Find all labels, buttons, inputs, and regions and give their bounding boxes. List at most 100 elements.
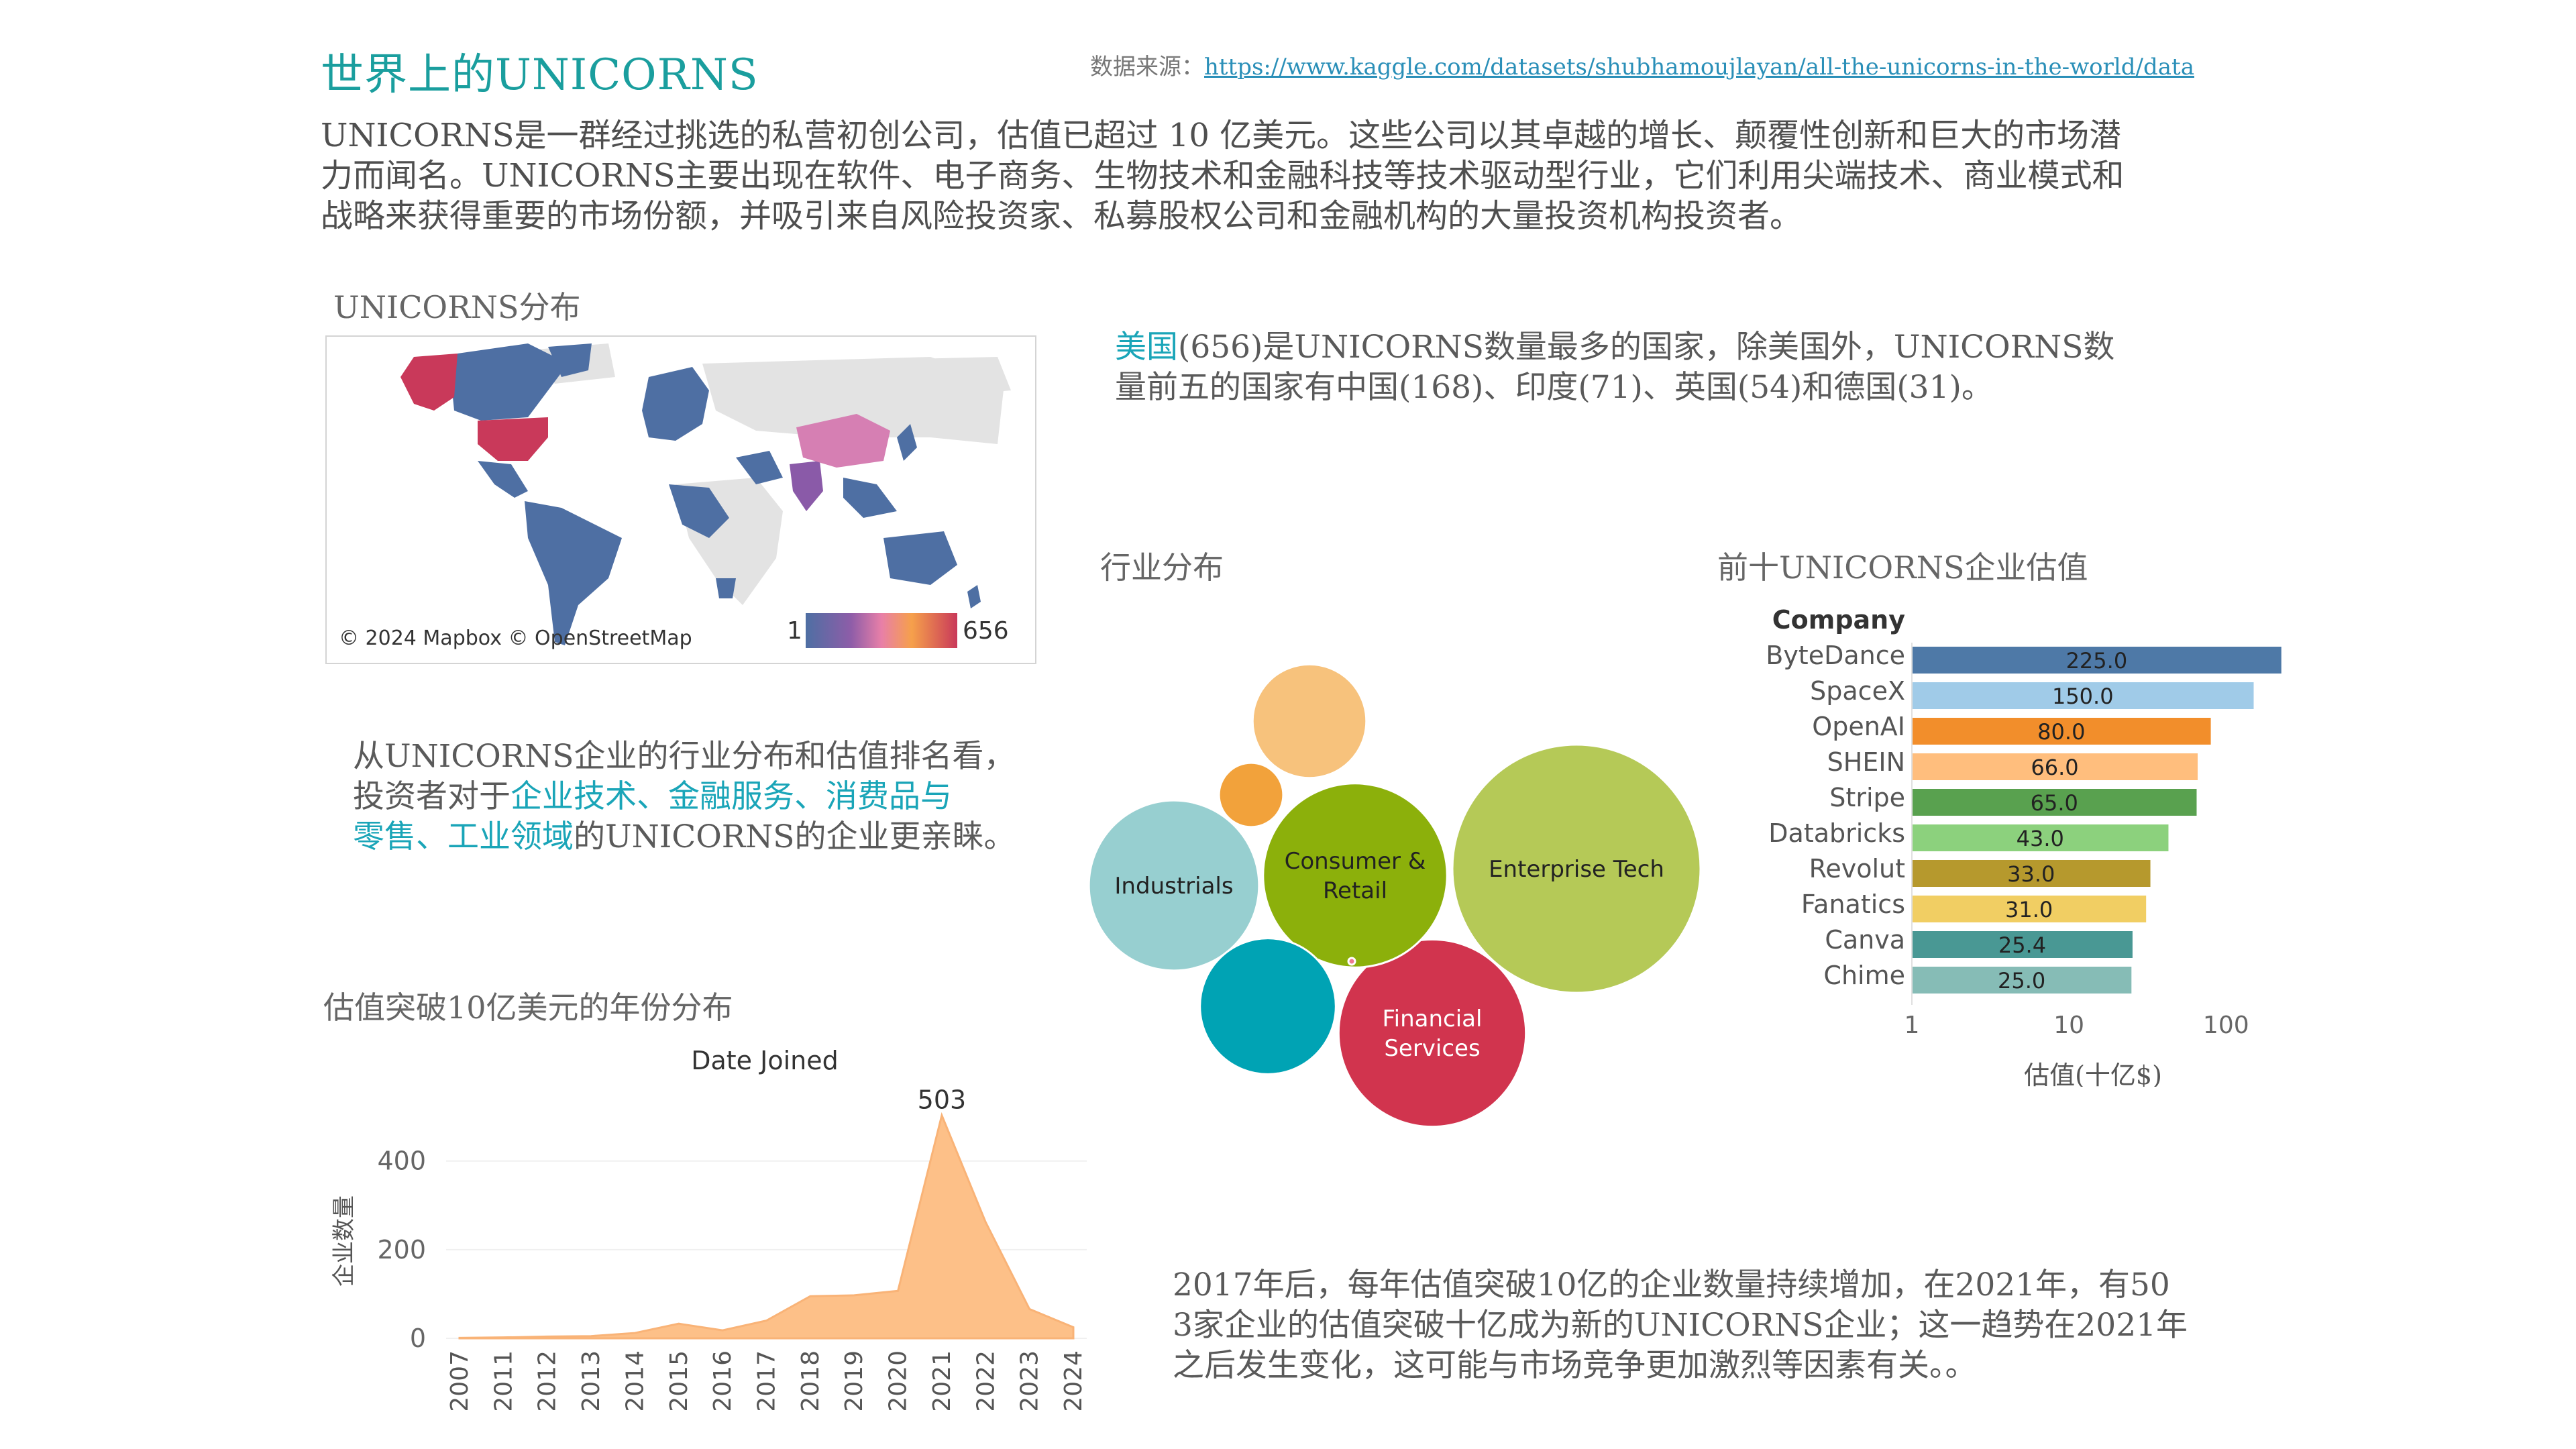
bar-value-label: 65.0 [2031, 790, 2078, 816]
bar-category-label: Stripe [1829, 783, 1905, 812]
bar-header: Company [1772, 605, 1905, 635]
bubble-label: Financial [1383, 1006, 1483, 1032]
area-title: Date Joined [691, 1046, 839, 1075]
bubble-circle[interactable] [1199, 937, 1337, 1075]
intro-line: 力而闻名。UNICORNS主要出现在软件、电子商务、生物技术和金融科技等技术驱动… [321, 157, 2125, 195]
map-region-alaska[interactable] [400, 354, 458, 411]
area-xtick-label: 2016 [709, 1350, 737, 1412]
bubble-circle[interactable] [1337, 938, 1527, 1128]
data-source-link[interactable]: https://www.kaggle.com/datasets/shubhamo… [1204, 54, 2194, 80]
map-region-canada[interactable] [451, 343, 568, 421]
area-series[interactable] [458, 1112, 1075, 1340]
area-xtick-label: 2017 [753, 1350, 781, 1412]
trend-line: 之后发生变化，这可能与市场竞争更加激烈等因素有关。。 [1173, 1347, 1977, 1384]
data-source: 数据来源：https://www.kaggle.com/datasets/shu… [1090, 48, 2194, 81]
trend-line: 2017年后，每年估值突破10亿的企业数量持续增加，在2021年，有50 [1173, 1267, 2170, 1303]
area-xtick-label: 2018 [797, 1350, 824, 1412]
bubble-label: Enterprise Tech [1489, 856, 1664, 883]
area-xtick-label: 2015 [665, 1350, 693, 1412]
map-region-south-america[interactable] [525, 501, 622, 645]
industry-bubble[interactable]: Enterprise Tech [1451, 743, 1702, 994]
industry-bubble[interactable] [1347, 957, 1356, 966]
map-region-mexico[interactable] [478, 461, 528, 498]
map-color-legend [806, 613, 957, 648]
bubble-label: Industrials [1114, 873, 1233, 900]
area-xtick-label: 2014 [621, 1350, 649, 1412]
map-attribution: © 2024 Mapbox © OpenStreetMap [339, 627, 692, 650]
trend-line: 3家企业的估值突破十亿成为新的UNICORNS企业；这一趋势在2021年 [1173, 1307, 2188, 1344]
bubble-circle[interactable] [1451, 743, 1702, 994]
bar[interactable] [1912, 753, 2198, 780]
area-xtick-label: 2023 [1016, 1350, 1044, 1412]
bar[interactable] [1912, 824, 2169, 851]
map-region-russia[interactable] [716, 357, 1011, 404]
world-map-canvas [400, 343, 1011, 645]
area-ytick-label: 400 [377, 1146, 426, 1176]
industry-bubble[interactable]: Financial Services [1337, 938, 1527, 1128]
area-ytick-label: 200 [377, 1235, 426, 1265]
map-region-south-africa[interactable] [716, 578, 736, 598]
trend-paragraph: 2017年后，每年估值突破10亿的企业数量持续增加，在2021年，有50 3家企… [1173, 1265, 2188, 1386]
bar[interactable] [1912, 896, 2147, 922]
area-xtick-label: 2007 [446, 1350, 474, 1412]
bar[interactable] [1912, 931, 2133, 958]
bar[interactable] [1912, 647, 2282, 674]
bar[interactable] [1912, 718, 2211, 745]
intro-line: 战略来获得重要的市场份额，并吸引来自风险投资家、私募股权公司和金融机构的大量投资… [321, 197, 1803, 235]
bar-category-label: Fanatics [1801, 890, 1905, 919]
bubble-label: Consumer & [1285, 848, 1426, 875]
map-region-greenland[interactable] [548, 343, 592, 377]
year-section-title: 估值突破10亿美元的年份分布 [323, 989, 733, 1026]
map-region-southeast-asia[interactable] [843, 478, 897, 518]
map-region-europe[interactable] [642, 367, 709, 441]
industry-bubble[interactable] [1251, 663, 1368, 780]
data-source-label: 数据来源： [1090, 54, 1204, 80]
map-region-india[interactable] [790, 461, 823, 511]
bubble-circle[interactable] [1218, 761, 1285, 828]
bar[interactable] [1912, 860, 2151, 887]
top10-bar-chart: Company ByteDance 225.0 SpaceX 150.0 OpenAI 80… [1766, 605, 2282, 1087]
top10-section-title: 前十UNICORNS企业估值 [1717, 549, 2088, 586]
map-region-africa[interactable] [669, 484, 729, 538]
area-ytick-label: 0 [410, 1324, 426, 1353]
bar-category-label: SHEIN [1827, 747, 1905, 777]
bar-value-label: 31.0 [2005, 897, 2053, 922]
bar[interactable] [1912, 682, 2254, 709]
intro-paragraph: UNICORNS是一群经过挑选的私营初创公司，估值已超过 10 亿美元。这些公司… [321, 115, 2253, 236]
bubble-circle[interactable] [1251, 663, 1368, 780]
industry-paragraph: 从UNICORNS企业的行业分布和估值排名看， 投资者对于企业技术、金融服务、消… [353, 737, 1016, 857]
bubble-label: Services [1384, 1035, 1480, 1062]
bar-value-label: 150.0 [2052, 684, 2114, 709]
map-region-middle-east[interactable] [736, 451, 783, 484]
map-region-australia[interactable] [883, 531, 957, 585]
country-paragraph: 美国(656)是UNICORNS数量最多的国家，除美国外，UNICORNS数 量… [1115, 327, 2114, 408]
world-map[interactable]: © 2024 Mapbox © OpenStreetMap 1 656 [325, 335, 1036, 664]
bar-category-label: Revolut [1809, 854, 1905, 883]
bar-value-label: 66.0 [2031, 755, 2078, 780]
bubble-circle[interactable] [1262, 782, 1448, 969]
area-xtick-label: 2024 [1060, 1350, 1087, 1412]
bar[interactable] [1912, 789, 2197, 816]
map-region-usa[interactable] [478, 417, 548, 461]
area-xtick-label: 2013 [578, 1350, 605, 1412]
bar-category-label: ByteDance [1766, 641, 1905, 670]
map-region-new-zealand[interactable] [967, 585, 981, 608]
legend-min-label: 1 [787, 617, 802, 645]
bubble-circle[interactable] [1087, 799, 1260, 972]
bar[interactable] [1912, 967, 2132, 994]
intro-line: UNICORNS是一群经过挑选的私营初创公司，估值已超过 10 亿美元。这些公司… [321, 117, 2122, 154]
industry-bubble[interactable] [1218, 761, 1285, 828]
map-region-china[interactable] [796, 414, 890, 468]
country-line: 美国(656)是UNICORNS数量最多的国家，除美国外，UNICORNS数 [1115, 329, 2115, 366]
area-xtick-label: 2021 [928, 1350, 956, 1412]
industry-bubble[interactable] [1199, 937, 1337, 1075]
bar-xlabel: 估值(十亿$) [2024, 1061, 2162, 1087]
bar-category-label: Canva [1825, 925, 1905, 955]
map-region-japan[interactable] [897, 424, 917, 461]
industry-bubble[interactable]: Industrials [1087, 799, 1260, 972]
industry-bubble[interactable]: Consumer &Retail [1262, 782, 1448, 969]
bubble-circle[interactable] [1347, 957, 1356, 966]
page-title: 世界上的UNICORNS [321, 50, 759, 100]
bubble-label: Retail [1323, 877, 1387, 904]
highlight-usa: 美国 [1115, 329, 1178, 366]
